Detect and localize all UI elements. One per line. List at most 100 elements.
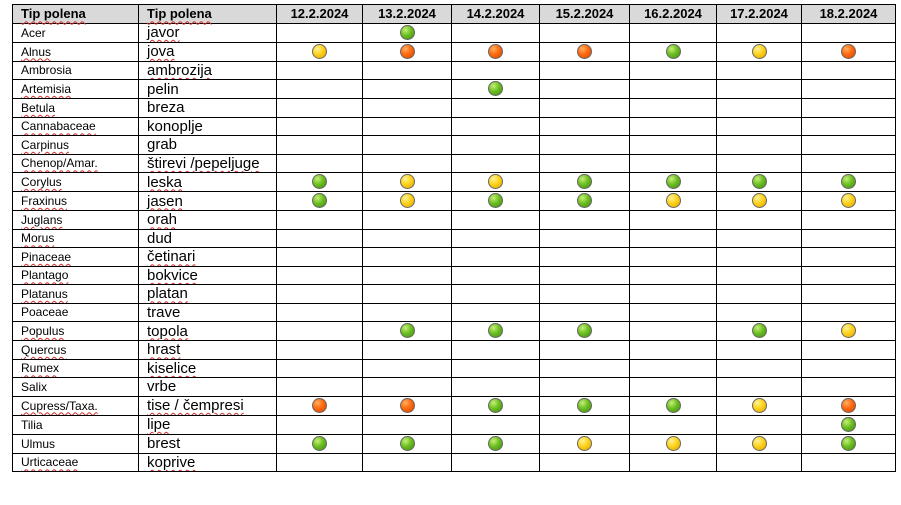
pollen-local-name: brest bbox=[138, 433, 277, 454]
pollen-level-orange-indicator bbox=[488, 43, 503, 59]
pollen-level-green-indicator bbox=[577, 174, 592, 190]
header-date: 18.2.2024 bbox=[801, 4, 896, 24]
pollen-level-cell bbox=[629, 135, 717, 155]
pollen-level-yellow-indicator bbox=[399, 193, 415, 209]
pollen-latin-name: Ambrosia bbox=[12, 60, 139, 80]
pollen-level-cell bbox=[801, 60, 896, 80]
pollen-level-cell bbox=[716, 135, 802, 155]
pollen-level-cell bbox=[629, 153, 717, 173]
pollen-level-cell bbox=[276, 116, 363, 136]
pollen-level-cell bbox=[362, 60, 452, 80]
pollen-level-cell bbox=[451, 135, 540, 155]
pollen-level-cell bbox=[451, 414, 540, 435]
pollen-level-cell bbox=[276, 265, 363, 285]
pollen-level-cell bbox=[362, 247, 452, 267]
pollen-level-cell bbox=[539, 433, 630, 454]
pollen-level-cell bbox=[539, 414, 630, 435]
pollen-level-cell bbox=[276, 358, 363, 378]
pollen-level-cell bbox=[276, 210, 363, 230]
pollen-level-cell bbox=[629, 191, 717, 211]
table-row: Plantago bokvice bbox=[12, 265, 896, 285]
pollen-level-cell bbox=[451, 210, 540, 230]
pollen-level-cell bbox=[716, 22, 802, 43]
pollen-level-cell bbox=[716, 284, 802, 304]
pollen-level-cell bbox=[629, 340, 717, 360]
table-row: Tilia lipe bbox=[12, 414, 896, 435]
pollen-level-cell bbox=[629, 395, 717, 416]
table-row: Rumex kiselice bbox=[12, 358, 896, 378]
pollen-level-cell bbox=[276, 41, 363, 62]
pollen-latin-name: Juglans bbox=[12, 210, 139, 230]
pollen-level-cell bbox=[629, 302, 717, 322]
pollen-level-cell bbox=[629, 60, 717, 80]
pollen-level-cell bbox=[801, 247, 896, 267]
pollen-level-cell bbox=[716, 452, 802, 472]
pollen-level-cell bbox=[801, 302, 896, 322]
pollen-level-orange-indicator bbox=[841, 43, 856, 59]
pollen-level-cell bbox=[539, 265, 630, 285]
pollen-level-cell bbox=[276, 433, 363, 454]
pollen-local-name: topola bbox=[138, 321, 277, 341]
pollen-level-cell bbox=[539, 135, 630, 155]
pollen-level-cell bbox=[801, 172, 896, 192]
pollen-level-cell bbox=[451, 358, 540, 378]
pollen-level-cell bbox=[801, 210, 896, 230]
pollen-level-yellow-indicator bbox=[751, 43, 767, 59]
pollen-level-cell bbox=[539, 79, 630, 99]
pollen-level-cell bbox=[716, 247, 802, 267]
pollen-local-name: kiselice bbox=[138, 358, 277, 378]
pollen-level-cell bbox=[276, 321, 363, 341]
pollen-latin-name: Quercus bbox=[12, 340, 139, 360]
pollen-level-cell bbox=[451, 395, 540, 416]
pollen-level-green-indicator bbox=[399, 323, 415, 339]
header-date: 15.2.2024 bbox=[539, 4, 630, 24]
pollen-level-green-indicator bbox=[841, 174, 856, 190]
table-row: Cupress/Taxa. tise / čempresi bbox=[12, 395, 896, 416]
pollen-level-cell bbox=[362, 452, 452, 472]
pollen-level-cell bbox=[539, 191, 630, 211]
pollen-level-cell bbox=[629, 321, 717, 341]
pollen-level-cell bbox=[276, 452, 363, 472]
pollen-level-cell bbox=[801, 395, 896, 416]
pollen-local-name: vrbe bbox=[138, 377, 277, 397]
pollen-level-cell bbox=[362, 191, 452, 211]
pollen-level-orange-indicator bbox=[577, 43, 592, 59]
pollen-level-green-indicator bbox=[399, 24, 415, 40]
table-row: Urticaceae koprive bbox=[12, 452, 896, 472]
pollen-level-green-indicator bbox=[751, 323, 767, 339]
pollen-level-green-indicator bbox=[577, 193, 592, 209]
pollen-level-cell bbox=[276, 377, 363, 397]
table-row: Corylus leska bbox=[12, 172, 896, 192]
pollen-level-cell bbox=[362, 414, 452, 435]
header-row: Tip polena Tip polena 12.2.2024 13.2.202… bbox=[12, 4, 896, 24]
pollen-local-name: jasen bbox=[138, 191, 277, 211]
pollen-level-cell bbox=[801, 116, 896, 136]
pollen-table: Tip polena Tip polena 12.2.2024 13.2.202… bbox=[12, 4, 896, 472]
pollen-level-cell bbox=[539, 116, 630, 136]
pollen-level-cell bbox=[716, 210, 802, 230]
pollen-local-name: lipe bbox=[138, 414, 277, 435]
pollen-level-cell bbox=[629, 22, 717, 43]
pollen-level-cell bbox=[362, 172, 452, 192]
pollen-level-cell bbox=[276, 414, 363, 435]
pollen-level-cell bbox=[716, 98, 802, 118]
pollen-level-cell bbox=[539, 153, 630, 173]
pollen-level-cell bbox=[629, 414, 717, 435]
pollen-level-cell bbox=[539, 247, 630, 267]
pollen-level-cell bbox=[539, 172, 630, 192]
header-local-name: Tip polena bbox=[138, 4, 277, 24]
pollen-level-cell bbox=[451, 452, 540, 472]
pollen-level-cell bbox=[276, 191, 363, 211]
pollen-level-yellow-indicator bbox=[665, 435, 681, 451]
pollen-level-cell bbox=[451, 433, 540, 454]
pollen-level-orange-indicator bbox=[841, 397, 856, 413]
pollen-level-cell bbox=[539, 395, 630, 416]
pollen-level-cell bbox=[276, 284, 363, 304]
pollen-level-cell bbox=[539, 228, 630, 248]
pollen-local-name: ambrozija bbox=[138, 60, 277, 80]
table-row: Platanus platan bbox=[12, 284, 896, 304]
header-latin-name: Tip polena bbox=[12, 4, 139, 24]
pollen-level-cell bbox=[362, 210, 452, 230]
pollen-level-green-indicator bbox=[841, 435, 856, 451]
table-row: Chenop/Amar. štirevi /pepeljuge bbox=[12, 153, 896, 173]
